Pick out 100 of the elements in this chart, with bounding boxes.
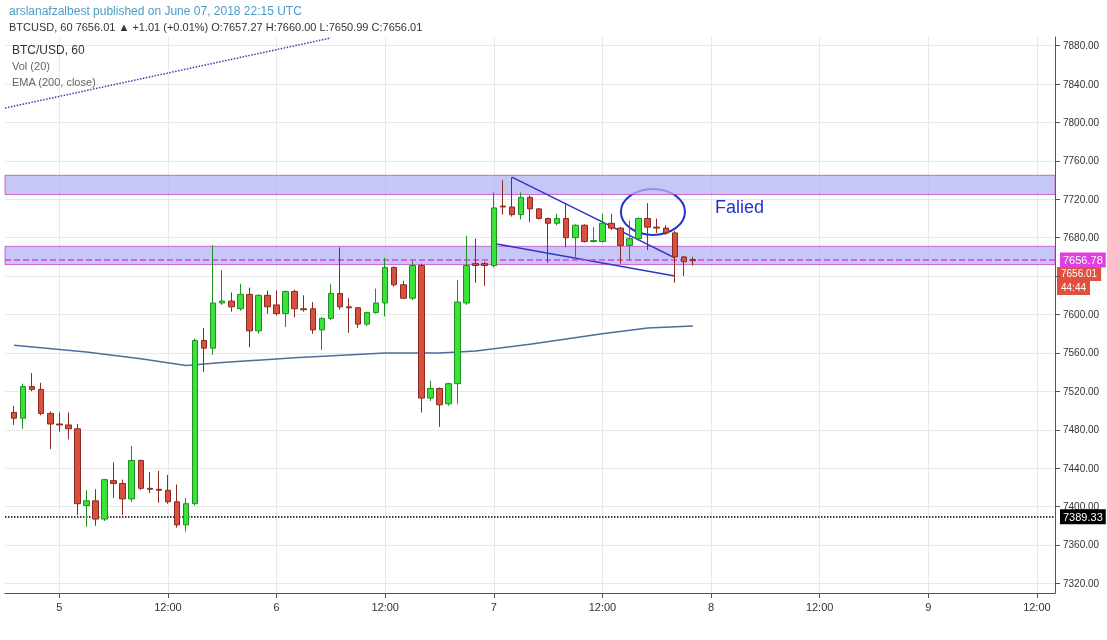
line-series [13,325,694,367]
candlestick [264,290,271,315]
candlestick [174,483,180,529]
candlestick [626,219,633,261]
candlestick [635,217,642,241]
candlestick [319,316,325,351]
y-tick-label: 7720.00 [1063,193,1100,205]
candlestick [500,179,506,216]
candlestick [38,382,44,416]
candlestick [192,338,198,507]
candlestick [56,411,63,433]
candlestick [663,224,669,236]
annotation: BTC/USD, 60 [12,43,86,57]
candlestick [201,327,207,373]
candlestick [128,445,135,503]
candlestick [11,405,17,426]
candlestick [346,297,352,334]
candlestick [110,461,117,499]
x-tick-label: 12:00 [588,600,617,613]
candlestick [545,217,551,264]
x-tick-label: 6 [273,600,280,613]
chart-subtitle: BTCUSD, 60 7656.01 ▲ +1.01 (+0.01%) O:7657.27 H:7660.00 L:7650.99 C:7656.01 [9,20,423,33]
candlestick [554,213,560,226]
x-tick-label: 12:00 [805,600,834,613]
candlestick [83,489,90,528]
candlestick [418,263,425,413]
candlestick [608,213,615,231]
candlestick [681,255,687,277]
y-tick-label: 7480.00 [1063,424,1100,436]
candlestick [183,497,189,533]
candlestick [445,382,452,407]
candlestick [228,291,235,313]
candlestick [491,192,497,268]
candlestick [454,279,461,405]
candlestick [590,226,597,243]
candlestick [273,290,280,316]
candlestick [300,294,307,313]
y-tick-label: 7560.00 [1063,347,1100,359]
candlestick [119,479,126,516]
x-tick-label: 12:00 [371,600,399,613]
candlestick [310,301,316,335]
candlestick [644,202,651,251]
candlestick [364,311,370,327]
y-tick-label: 7320.00 [1063,577,1100,589]
candlestick [581,223,588,243]
y-tick-label: 7880.00 [1063,40,1100,52]
candlestick [29,372,35,392]
candlestick [219,269,225,306]
candlestick [536,207,542,220]
candlestick [391,266,397,288]
candlestick [101,478,108,522]
y-tick-label: 7520.00 [1063,385,1100,397]
candlestick [246,287,253,348]
candlestick [463,235,470,306]
candlestick [472,238,479,284]
candlestick [427,380,434,402]
candlestick [20,383,26,430]
candlestick [237,283,244,312]
candlestick [481,261,488,287]
candlestick [382,257,388,317]
annotation: Vol (20) [12,59,50,72]
candlestick [210,244,216,356]
ref-line-label: 7389.33 [1063,510,1103,523]
y-tick-label: 7840.00 [1063,78,1100,90]
candlestick [156,470,162,504]
ref-line-label: 7656.78 [1063,254,1103,266]
candlestick [563,202,569,248]
x-tick-label: 12:00 [1023,600,1051,613]
candlestick [355,306,361,329]
x-tick-label: 7 [490,600,497,613]
candlestick [653,217,660,234]
candlestick [47,411,54,450]
chart-title: arslanafzalbest published on June 07, 2018 22:15 UTC [9,4,303,18]
y-tick-label: 7800.00 [1063,116,1100,128]
candlestick [518,192,524,220]
candlestick [527,194,533,223]
candlestick [400,280,407,300]
candlestick [436,387,443,428]
annotation: EMA (200, close) [12,75,96,88]
text: 7656.01 [1061,268,1098,280]
candlestick [282,290,289,328]
y-tick-label: 7680.00 [1063,232,1100,244]
candlestick [138,459,144,491]
candlestick [617,226,624,265]
x-tick-label: 9 [925,600,932,613]
y-tick-label: 7440.00 [1063,462,1100,474]
annotation: Falied [714,196,764,217]
candlestick [337,246,343,311]
candlestick [92,488,99,527]
candlestick [409,260,416,301]
y-tick-label: 7600.00 [1063,309,1100,321]
candlestick [599,213,606,243]
text: 44:44 [1061,282,1087,294]
candlestick [328,283,334,321]
candlestick [165,474,171,505]
candlestick [672,230,678,284]
candlestick [572,223,579,258]
candlestick [255,293,262,335]
candlestick [291,289,298,318]
y-tick-label: 7360.00 [1063,539,1100,551]
